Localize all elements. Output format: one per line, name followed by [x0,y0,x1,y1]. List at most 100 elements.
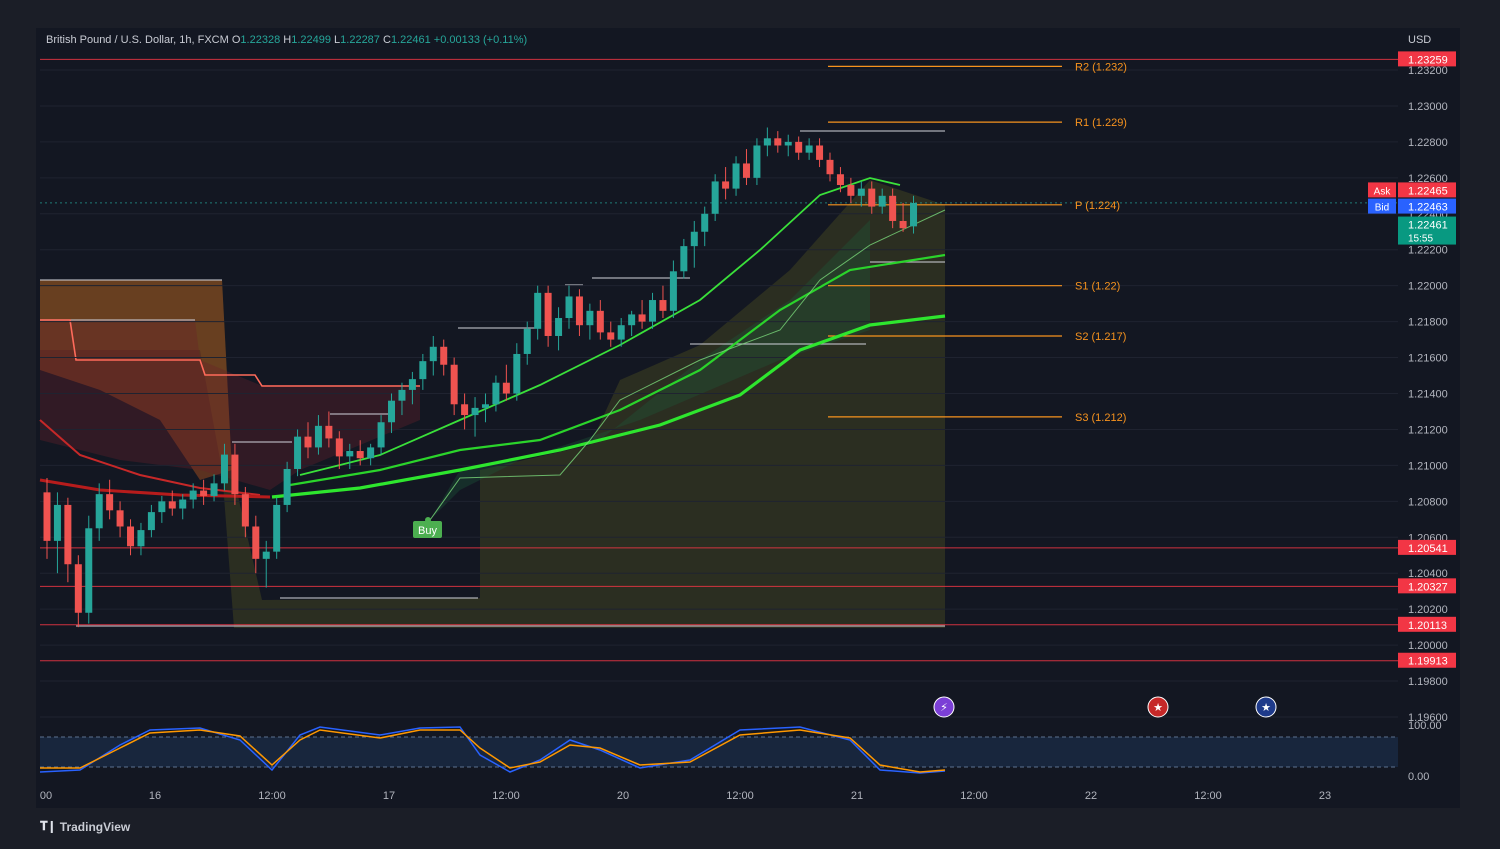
price-tick-label: 1.21800 [1408,317,1448,329]
candle-body [899,220,907,229]
currency-label[interactable]: USD [1408,34,1432,46]
candle-body [836,174,844,186]
candle [450,357,458,416]
close-value: 1.22461 [390,34,431,46]
candle-body [335,438,343,457]
uk-flag-icon[interactable]: ★ [1147,696,1169,718]
candle-body [732,163,740,189]
time-tick-label: 17 [383,790,395,802]
candle-body [701,213,709,232]
grid [40,69,1398,718]
price-tag-bg [1398,51,1456,67]
lightning-icon[interactable]: ⚡ [933,696,955,718]
candle [294,429,302,477]
candle-body [168,501,176,509]
candle-body [742,163,750,178]
candle [429,335,437,376]
price-tag-bg [1398,198,1456,214]
candle-body [753,145,761,178]
candle [575,289,583,336]
indicator-bands [40,130,945,628]
candle [106,479,114,520]
candle [398,382,406,416]
candle [680,238,688,279]
symbol-title: British Pound / U.S. Dollar, 1h, FXCM [46,34,229,46]
price-tag-bg [1398,652,1456,668]
candle-body [304,436,312,448]
price-tag-value: 1.22461 [1408,220,1448,232]
candle [283,461,291,513]
symbol-legend[interactable]: British Pound / U.S. Dollar, 1h, FXCM O1… [46,34,527,46]
candle-body [408,379,416,390]
price-tick-label: 1.22200 [1408,245,1448,257]
time-axis[interactable]: 00 16 12:00 17 12:00 20 12:00 21 12:00 22 12:00 23 [40,790,1331,802]
candle-body [847,185,855,196]
candle-body [388,400,396,423]
event-markers[interactable]: ⚡ ★ ★ [933,696,1277,718]
candle [669,260,677,319]
candle [179,494,187,520]
event-marker-circle [1147,696,1169,718]
candle-body [147,512,155,531]
candle-body [628,314,636,326]
candle-body [419,361,427,380]
candle [586,303,594,340]
candle [910,195,918,234]
candle [325,411,333,448]
time-tick-label: 12:00 [1194,790,1222,802]
candle [649,292,657,329]
low-value: 1.22287 [340,34,380,46]
candle-body [220,454,228,484]
candle-body [513,353,521,394]
candle-body [471,407,479,416]
candle [220,443,228,491]
candle-body [575,296,583,326]
open-label: O [231,34,241,46]
candle-body [586,310,594,326]
candle [878,188,886,214]
price-axis[interactable]: 1.232001.230001.228001.226001.224001.222… [1368,51,1456,783]
candle [262,540,270,588]
us-flag-icon[interactable]: ★ [1255,696,1277,718]
candle-body [763,138,771,146]
candle-body [74,564,82,613]
candle-body [607,332,615,340]
candle-body [544,292,552,336]
price-tag-value: 1.20113 [1408,620,1447,632]
candle [628,310,636,336]
open-value: 1.22328 [240,34,281,46]
price-tag-value: 1.22463 [1408,202,1448,214]
candle-body [805,145,813,153]
candle-body [398,389,406,401]
candle-body [283,468,291,505]
candle-body [784,141,792,146]
candle-body [252,526,260,559]
candle [367,443,375,466]
candle [116,501,124,538]
candle-body [200,490,208,496]
price-tag-countdown: 15:55 [1408,234,1433,245]
price-tick-label: 1.21200 [1408,424,1448,436]
time-tick-label: 00 [40,790,52,802]
price-tag-value: 1.23259 [1408,54,1448,66]
price-tick-label: 1.20800 [1408,496,1448,508]
ma-green-slow [271,314,946,499]
pivot-label: S1 (1.22) [1075,281,1120,293]
event-marker-circle [933,696,955,718]
bear-band [40,320,420,490]
tradingview-logo[interactable]: 𝐓❙ TradingView [40,819,130,834]
candles[interactable] [43,127,918,628]
candle [377,415,385,455]
candle-body [429,346,437,362]
price-tick-label: 1.22800 [1408,137,1448,149]
price-tag-bg [1398,578,1456,594]
high-label: H [283,34,292,46]
moving-averages [39,177,946,521]
resistance-band [40,280,232,480]
candle [816,138,824,168]
candle [795,136,803,160]
buy-signal-badge [413,521,442,538]
signals: Buy [413,517,442,538]
candle [732,156,740,196]
